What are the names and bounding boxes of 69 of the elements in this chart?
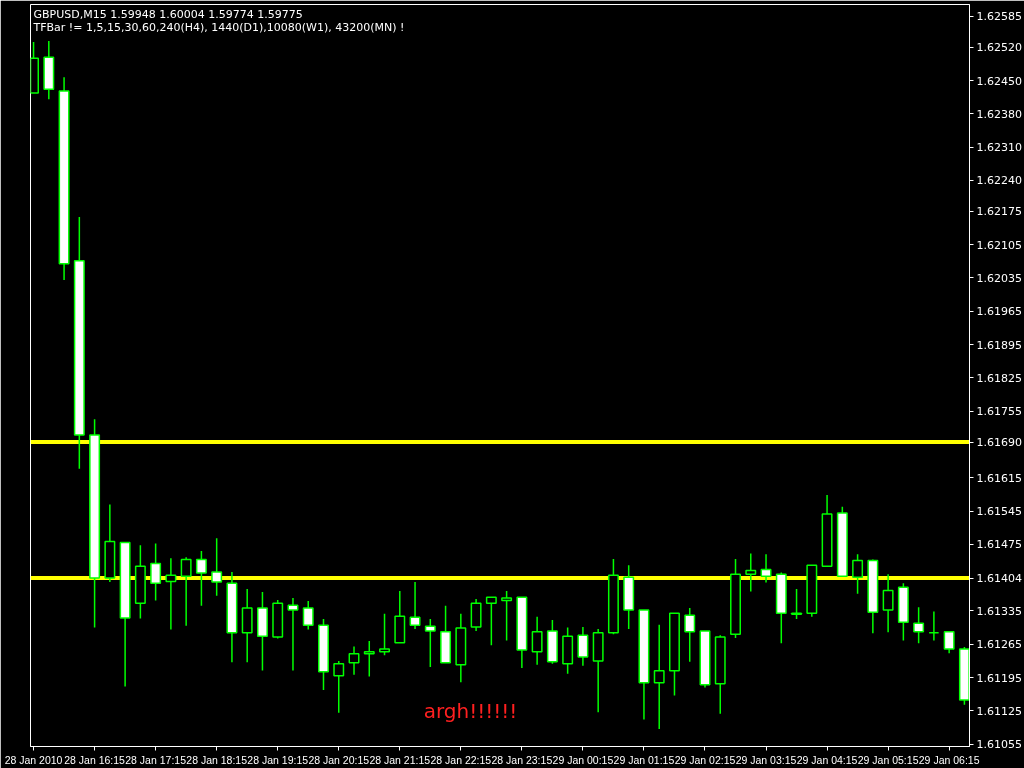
x-tick-label: 28 Jan 21:15 — [369, 753, 431, 766]
x-tick-label: 28 Jan 16:15 — [64, 753, 126, 766]
x-tick-label: 29 Jan 03:15 — [735, 753, 797, 766]
candlestick — [470, 598, 482, 632]
x-tick-label: 28 Jan 19:15 — [247, 753, 309, 766]
y-tick-label: 1.62240 — [976, 174, 1022, 188]
y-tick-label: 1.61265 — [976, 638, 1022, 652]
candlestick — [745, 552, 757, 593]
candlestick — [211, 537, 223, 597]
candlestick — [424, 618, 436, 668]
x-tick-label: 28 Jan 23:15 — [491, 753, 553, 766]
x-tick-label: 29 Jan 05:15 — [857, 753, 919, 766]
x-tick-label: 29 Jan 00:15 — [552, 753, 614, 766]
candlestick — [195, 550, 207, 607]
candlestick — [348, 645, 360, 676]
y-tick-label: 1.61825 — [976, 371, 1022, 385]
chart-title: GBPUSD,M15 1.59948 1.60004 1.59774 1.59775 — [33, 7, 303, 21]
candlestick — [333, 660, 345, 714]
ref-line-label: 1.61404 — [976, 572, 1022, 586]
y-tick-label: 1.61335 — [976, 604, 1022, 618]
y-tick-label: 1.61615 — [976, 471, 1022, 485]
y-tick-label: 1.62035 — [976, 271, 1022, 285]
x-tick-label: 28 Jan 18:15 — [186, 753, 248, 766]
candlestick — [577, 626, 589, 667]
candlestick — [165, 557, 177, 631]
candlestick — [485, 596, 497, 646]
x-tick-label: 29 Jan 06:15 — [918, 753, 980, 766]
y-tick-label: 1.62105 — [976, 238, 1022, 252]
x-tick-label: 29 Jan 01:15 — [613, 753, 675, 766]
y-tick-label: 1.62585 — [976, 10, 1022, 24]
y-tick-label: 1.62450 — [976, 74, 1022, 88]
candlestick — [302, 600, 314, 631]
y-tick-label: 1.61195 — [976, 671, 1022, 685]
y-tick-label: 1.61965 — [976, 305, 1022, 319]
y-tick-label: 1.61755 — [976, 405, 1022, 419]
ref-line-label: 1.61690 — [976, 436, 1022, 450]
candlestick — [531, 615, 543, 666]
candlestick — [150, 542, 162, 602]
y-tick-label: 1.62520 — [976, 41, 1022, 55]
candlestick — [501, 590, 513, 642]
x-tick-label: 29 Jan 04:15 — [796, 753, 858, 766]
y-tick-label: 1.61895 — [976, 338, 1022, 352]
candlestick — [363, 640, 375, 678]
y-tick-label: 1.61475 — [976, 538, 1022, 552]
x-tick-label: 28 Jan 2010 — [4, 753, 63, 766]
x-tick-label: 28 Jan 17:15 — [125, 753, 187, 766]
y-tick-label: 1.61125 — [976, 704, 1022, 718]
candlestick — [943, 631, 955, 655]
candlestick — [409, 581, 421, 630]
candlestick — [882, 573, 894, 634]
y-tick-label: 1.61545 — [976, 505, 1022, 519]
x-tick-label: 29 Jan 02:15 — [674, 753, 736, 766]
y-tick-label: 1.61055 — [976, 738, 1022, 752]
candlestick — [180, 556, 192, 627]
x-tick-label: 28 Jan 20:15 — [308, 753, 370, 766]
x-tick-label: 28 Jan 22:15 — [430, 753, 492, 766]
candlestick — [287, 597, 299, 672]
candlestick — [760, 553, 772, 584]
candlestick — [684, 607, 696, 663]
candlestick — [653, 623, 665, 730]
candlestick — [379, 613, 391, 656]
y-tick-label: 1.62310 — [976, 141, 1022, 155]
y-tick-label: 1.62175 — [976, 205, 1022, 219]
candlestick — [852, 553, 864, 595]
candlestick — [913, 606, 925, 645]
candlestick — [928, 610, 940, 642]
text: TFBar != 1,5,15,30,60,240(H4), 1440(D1),10080(W1), 43200(MN) ! — [32, 20, 405, 34]
y-tick-label: 1.62380 — [976, 107, 1022, 121]
annotation: argh!!!!!! — [423, 698, 518, 723]
